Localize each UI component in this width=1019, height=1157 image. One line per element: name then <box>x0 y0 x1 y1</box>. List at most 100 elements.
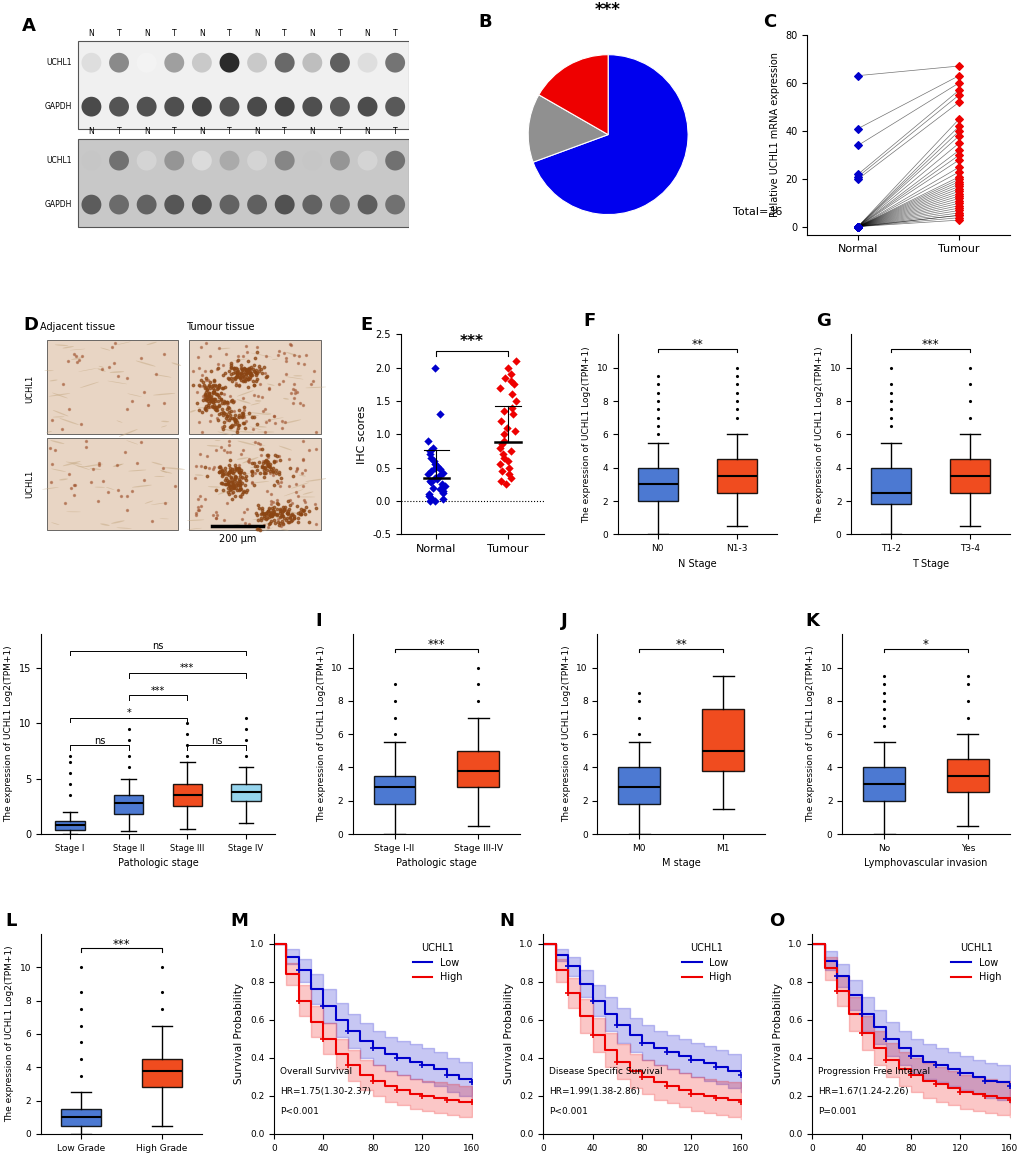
Text: HR=1.67(1.24-2.26): HR=1.67(1.24-2.26) <box>817 1086 908 1096</box>
Point <box>247 457 263 476</box>
X-axis label: Pathologic stage: Pathologic stage <box>117 858 199 869</box>
Ellipse shape <box>137 194 157 214</box>
Point <box>507 392 524 411</box>
Point <box>238 362 255 381</box>
Ellipse shape <box>42 487 59 489</box>
High <box>892 1062 904 1076</box>
Point <box>237 361 254 379</box>
Ellipse shape <box>116 420 122 422</box>
Point <box>267 452 283 471</box>
Ellipse shape <box>252 517 268 521</box>
Point <box>69 353 86 371</box>
Ellipse shape <box>385 194 405 214</box>
High <box>537 936 549 950</box>
Point <box>235 359 252 377</box>
Y-axis label: Survival Probability: Survival Probability <box>503 983 513 1084</box>
Bar <box>190 439 320 530</box>
Point <box>227 467 244 486</box>
Ellipse shape <box>262 528 273 531</box>
Point <box>244 408 260 427</box>
Point <box>194 403 210 421</box>
Point <box>55 375 71 393</box>
Text: T: T <box>282 29 286 38</box>
Point <box>495 449 512 467</box>
Text: T: T <box>172 126 176 135</box>
Ellipse shape <box>358 194 377 214</box>
Point <box>254 456 270 474</box>
Low <box>697 1056 709 1070</box>
Ellipse shape <box>236 399 251 404</box>
Point <box>495 425 512 443</box>
Point <box>502 371 519 390</box>
Point <box>272 469 288 487</box>
Point <box>849 218 865 236</box>
Point <box>193 457 209 476</box>
Point <box>237 466 254 485</box>
Text: P=0.001: P=0.001 <box>817 1107 856 1115</box>
Point <box>218 345 234 363</box>
Point <box>222 364 238 383</box>
Point <box>106 354 122 373</box>
Point <box>199 381 215 399</box>
Ellipse shape <box>221 428 238 433</box>
Point <box>213 383 229 401</box>
Point <box>279 504 296 523</box>
Text: HR=1.75(1.30-2.37): HR=1.75(1.30-2.37) <box>279 1086 371 1096</box>
Point <box>232 368 249 386</box>
Point <box>272 501 288 519</box>
Point <box>260 501 276 519</box>
Point <box>108 456 124 474</box>
Ellipse shape <box>160 470 167 473</box>
Point <box>229 351 246 369</box>
Point <box>285 346 302 364</box>
Point <box>266 498 282 516</box>
Text: *: * <box>922 638 928 651</box>
Point <box>427 469 443 487</box>
Point <box>189 383 205 401</box>
Point <box>278 500 294 518</box>
Ellipse shape <box>283 398 288 399</box>
Point <box>230 474 247 493</box>
Ellipse shape <box>186 519 204 521</box>
Point <box>231 460 248 479</box>
Point <box>254 501 270 519</box>
High <box>440 1092 452 1106</box>
Text: GAPDH: GAPDH <box>45 102 72 111</box>
Point <box>289 513 306 531</box>
Point <box>214 465 230 484</box>
Line: High: High <box>274 943 471 1101</box>
Point <box>119 400 136 419</box>
Point <box>268 504 284 523</box>
Point <box>218 408 234 427</box>
Point <box>211 396 227 414</box>
Point <box>246 386 262 405</box>
Point <box>287 484 304 502</box>
Point <box>230 477 247 495</box>
Point <box>222 469 238 487</box>
Text: N: N <box>89 29 94 38</box>
Ellipse shape <box>274 194 294 214</box>
Ellipse shape <box>274 97 294 117</box>
Point <box>198 391 214 410</box>
Point <box>242 362 258 381</box>
Point <box>234 347 251 366</box>
Point <box>267 504 283 523</box>
Point <box>208 408 224 427</box>
Point <box>225 392 242 411</box>
Low <box>428 1062 440 1076</box>
Point <box>217 378 233 397</box>
Point <box>423 473 439 492</box>
Point <box>223 354 239 373</box>
Point <box>66 476 83 494</box>
Wedge shape <box>528 95 607 162</box>
Point <box>198 400 214 419</box>
Point <box>262 506 278 524</box>
Point <box>849 218 865 236</box>
Point <box>236 514 253 532</box>
Point <box>187 503 204 522</box>
Point <box>285 507 302 525</box>
Point <box>259 367 275 385</box>
Point <box>289 504 306 523</box>
Point <box>242 370 258 389</box>
Point <box>950 204 966 222</box>
